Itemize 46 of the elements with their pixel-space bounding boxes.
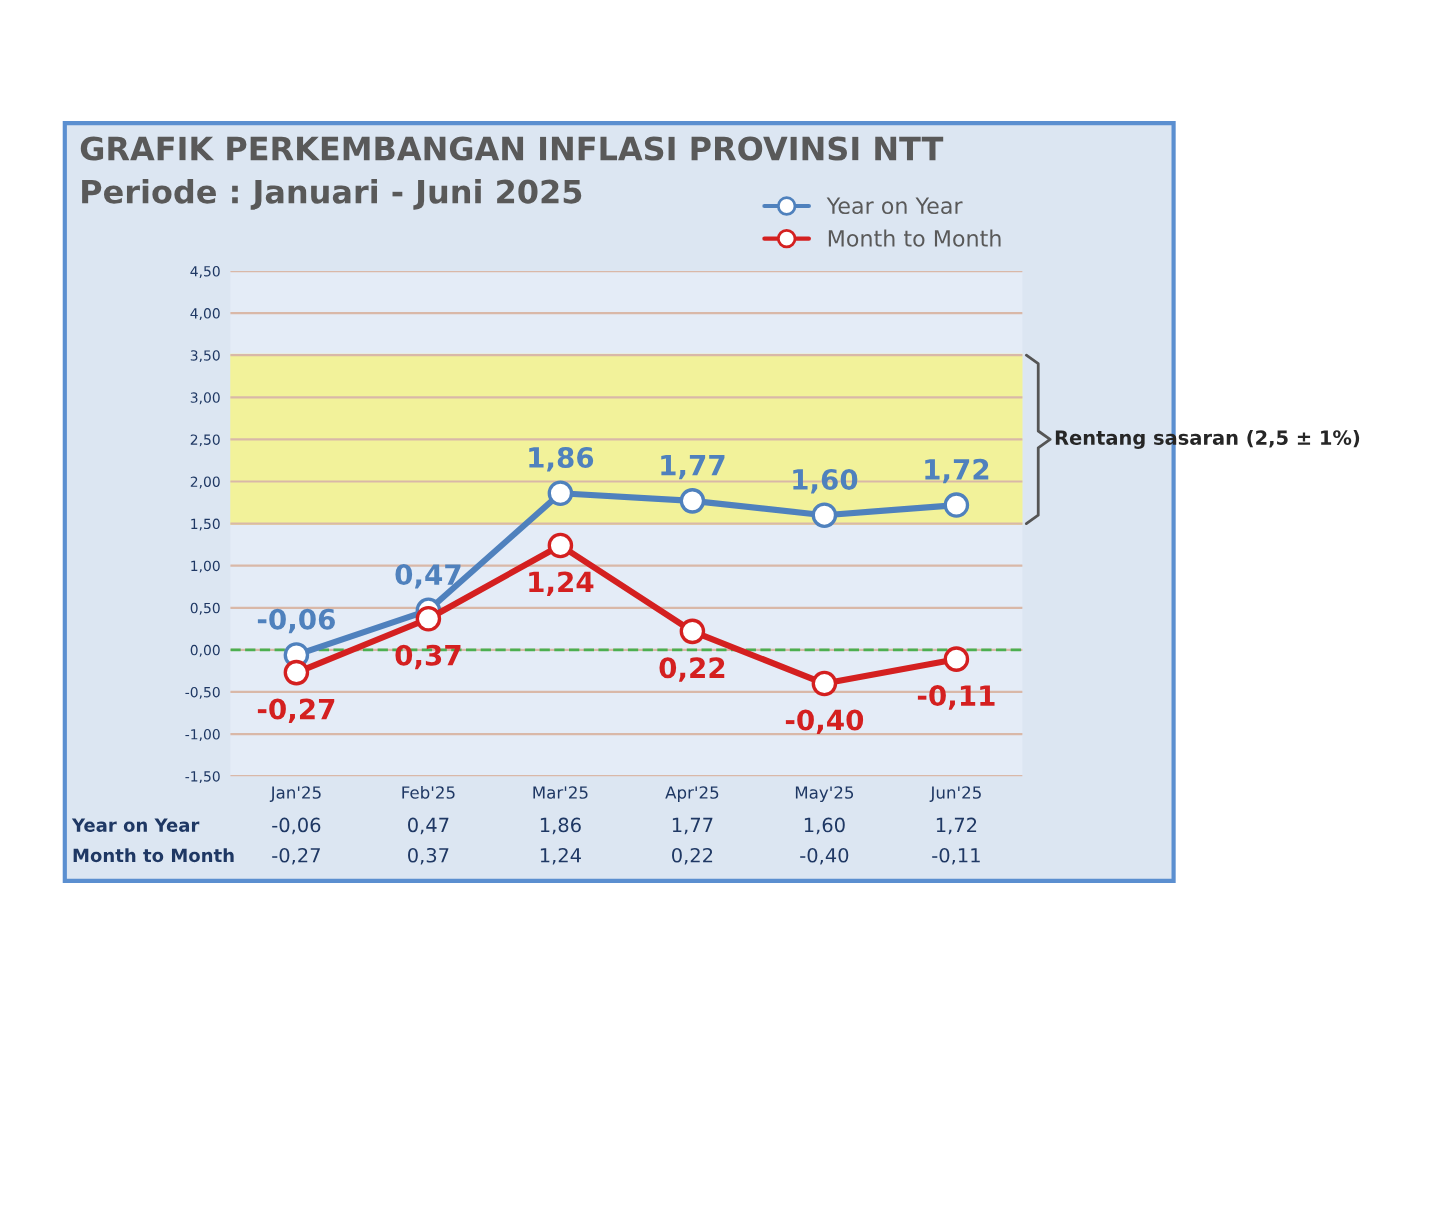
data-label: -0,06: [272, 817, 321, 835]
x-tick-label: Apr'25: [665, 786, 719, 803]
text: 0,47: [395, 564, 461, 589]
point: [679, 488, 706, 514]
data-label: 1,86: [540, 817, 581, 835]
point: [679, 618, 706, 645]
data-label: 0,47: [408, 817, 449, 835]
chart-subtitle: Periode : Januari - Juni 2025: [82, 179, 582, 210]
data-label: 1,72: [936, 817, 977, 835]
chart-title: GRAFIK PERKEMBANGAN INFLASI PROVINSI NTT: [80, 136, 944, 161]
data-label: -0,27: [272, 847, 320, 865]
text: 1,24: [529, 571, 594, 596]
point: [943, 646, 970, 672]
point: [283, 659, 310, 686]
text: 0,22: [659, 657, 725, 682]
text: -0,06: [257, 608, 335, 634]
text: 0,37: [395, 644, 461, 670]
data-label: 0,37: [408, 847, 449, 865]
data-label: -0,40: [800, 847, 849, 865]
x-tick-label: Jan'25: [269, 786, 321, 802]
text: 1,86: [529, 447, 594, 472]
text: 1,72: [925, 458, 989, 484]
text: Year on Year: [71, 818, 200, 832]
text: 1,77: [661, 454, 725, 480]
x-tick-label: Mar'25: [533, 786, 588, 799]
x-tick-label: Jun'25: [929, 786, 981, 802]
data-label: 1,24: [540, 847, 581, 865]
data-label: 0,22: [672, 847, 713, 865]
text: Month to Month: [73, 848, 234, 863]
point: [811, 670, 838, 697]
data-label: -0,11: [932, 847, 980, 865]
legend-label: Year on Year: [826, 197, 963, 215]
text: 1,60: [793, 468, 858, 494]
text: -0,40: [785, 709, 864, 735]
x-tick-label: May'25: [795, 786, 854, 803]
point: [547, 480, 574, 507]
point: [811, 502, 838, 528]
data-label: 1,60: [804, 817, 845, 835]
point: [547, 532, 574, 559]
data-label: 1,77: [672, 817, 713, 835]
point: [415, 605, 442, 632]
x-tick-label: Feb'25: [402, 785, 455, 799]
point: [943, 492, 970, 518]
legend-label: Month to Month: [828, 229, 1001, 247]
text: -0,11: [917, 685, 995, 710]
text: -0,27: [257, 698, 335, 724]
